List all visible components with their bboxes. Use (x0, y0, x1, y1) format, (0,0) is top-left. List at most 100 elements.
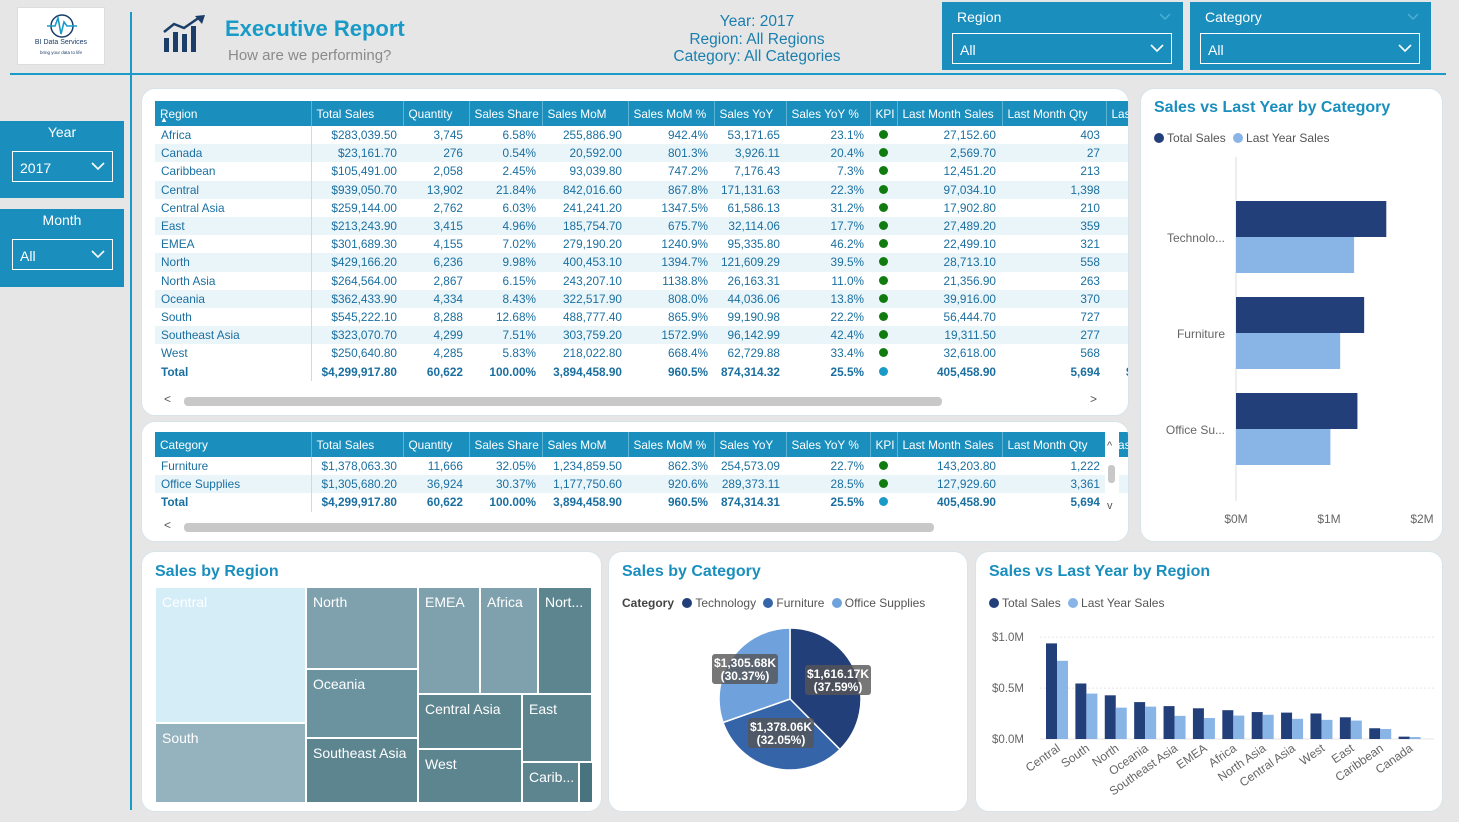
bar-last-year-sales[interactable] (1145, 706, 1157, 739)
column-header[interactable]: Last (1106, 101, 1128, 126)
table-row[interactable]: Southeast Asia $323,070.70 4,299 7.51% 303,7… (155, 326, 1128, 345)
column-header[interactable]: Total Sales (311, 432, 404, 457)
treemap-tile[interactable]: Nort... (538, 587, 592, 694)
bar-last-year-sales[interactable] (1292, 718, 1304, 739)
column-header[interactable]: Total Sales (311, 101, 404, 126)
treemap-tile[interactable]: South (155, 723, 306, 803)
scroll-down-icon[interactable]: v (1107, 500, 1113, 512)
bar-total-sales[interactable] (1222, 710, 1234, 739)
treemap-tile[interactable]: East (522, 694, 592, 762)
region-bar-chart[interactable]: $0.0M$0.5M$1.0MCentralSouthNorthOceaniaS… (976, 614, 1444, 809)
table-row[interactable]: North Asia $264,564.00 2,867 6.15% 243,207.1… (155, 271, 1128, 290)
scroll-left-icon[interactable]: < (164, 518, 172, 532)
table-row[interactable]: Furniture $1,378,063.30 11,666 32.05% 1,234,… (155, 457, 1128, 476)
column-header[interactable]: Category (155, 432, 312, 457)
treemap-tile[interactable]: Africa (480, 587, 538, 694)
treemap-tile[interactable]: EMEA (418, 587, 480, 694)
column-header[interactable]: Sales YoY % (786, 432, 871, 457)
bar-total-sales[interactable] (1339, 717, 1351, 739)
category-pie-chart[interactable]: $1,616.17K(37.59%)$1,378.06K(32.05%)$1,3… (609, 612, 969, 807)
bar-total-sales[interactable] (1192, 708, 1204, 739)
bar-last-year-sales[interactable] (1350, 720, 1362, 739)
column-header[interactable]: Sales YoY % (786, 101, 871, 126)
column-header[interactable]: KPI (870, 101, 898, 126)
scroll-left-icon[interactable]: < (164, 392, 172, 406)
bar-last-year-sales[interactable] (1409, 737, 1421, 739)
bar-last-year-sales[interactable] (1233, 715, 1245, 739)
table-row[interactable]: East $213,243.90 3,415 4.96% 185,754.70 675.7… (155, 216, 1128, 236)
bar-last-year-sales[interactable] (1115, 707, 1127, 739)
table-row[interactable]: Oceania $362,433.90 4,334 8.43% 322,517.90 80… (155, 289, 1128, 308)
horizontal-scrollbar[interactable]: < > (162, 392, 1102, 408)
bar-last-year-sales[interactable] (1203, 718, 1215, 739)
year-dropdown[interactable]: 2017 (12, 151, 113, 182)
column-header[interactable]: Sales MoM (542, 101, 629, 126)
table-row[interactable]: Central Asia $259,144.00 2,762 6.03% 241,241… (155, 198, 1128, 217)
month-dropdown[interactable]: All (12, 239, 113, 270)
treemap-tile[interactable]: North (306, 587, 418, 669)
region-dropdown[interactable]: All (952, 33, 1172, 64)
bar-last-year-sales[interactable] (1086, 693, 1098, 739)
table-row[interactable]: Office Supplies $1,305,680.20 36,924 30.37%… (155, 475, 1128, 494)
table-row[interactable]: EMEA $301,689.30 4,155 7.02% 279,190.20 1240.… (155, 235, 1128, 254)
treemap-tile[interactable]: Central Asia (418, 694, 522, 749)
scroll-up-icon[interactable]: ^ (1107, 440, 1113, 452)
column-header[interactable]: Quantity (403, 432, 470, 457)
category-slicer[interactable]: Category All (1190, 2, 1431, 70)
scrollbar-thumb[interactable] (184, 397, 942, 406)
table-row[interactable]: Central $939,050.70 13,902 21.84% 842,016.60… (155, 180, 1128, 199)
treemap-tile[interactable]: West (418, 749, 522, 803)
total-row[interactable]: Total $4,299,917.80 60,622 100.00% 3,894,458… (155, 362, 1128, 381)
treemap-tile[interactable]: Oceania (306, 669, 418, 738)
bar-total-sales[interactable] (1046, 643, 1057, 739)
bar-last-year-sales[interactable] (1236, 429, 1331, 465)
bar-total-sales[interactable] (1236, 297, 1365, 333)
column-header[interactable]: Sales MoM (542, 432, 629, 457)
bar-last-year-sales[interactable] (1236, 237, 1355, 273)
bar-total-sales[interactable] (1104, 695, 1116, 739)
bar-last-year-sales[interactable] (1380, 729, 1392, 739)
column-header[interactable]: KPI (870, 432, 898, 457)
column-header[interactable]: Sales YoY (714, 432, 787, 457)
bar-total-sales[interactable] (1281, 712, 1293, 739)
chevron-down-icon[interactable] (1407, 13, 1419, 21)
bar-last-year-sales[interactable] (1057, 660, 1068, 739)
column-header[interactable]: Last Month Sales (897, 101, 1003, 126)
table-row[interactable]: South $545,222.10 8,288 12.68% 488,777.40 865… (155, 307, 1128, 327)
region-treemap[interactable]: Central South North Oceania Southeast Asia EM… (155, 587, 593, 803)
bar-total-sales[interactable] (1251, 712, 1263, 739)
treemap-tile[interactable]: Carib... (522, 762, 579, 803)
column-header[interactable]: Sales YoY (714, 101, 787, 126)
bar-last-year-sales[interactable] (1321, 719, 1333, 739)
bar-total-sales[interactable] (1310, 713, 1322, 739)
scroll-right-icon[interactable]: > (1090, 392, 1098, 406)
treemap-tile[interactable]: Southeast Asia (306, 738, 418, 803)
chevron-down-icon[interactable] (1159, 13, 1171, 21)
column-header[interactable]: Last Month Qty (1002, 432, 1107, 457)
table-row[interactable]: West $250,640.80 4,285 5.83% 218,022.80 668.4… (155, 344, 1128, 363)
vertical-scrollbar[interactable]: ^ v (1105, 432, 1119, 522)
column-header[interactable]: Sales Share (469, 101, 543, 126)
month-slicer[interactable]: Month All (0, 209, 124, 287)
treemap-tile[interactable]: Central (155, 587, 306, 723)
table-row[interactable]: Caribbean $105,491.00 2,058 2.45% 93,039.80 7… (155, 162, 1128, 181)
bar-total-sales[interactable] (1369, 728, 1381, 739)
category-dropdown[interactable]: All (1200, 33, 1420, 64)
column-header[interactable]: Sales MoM % (628, 432, 715, 457)
column-header[interactable]: Last Month Sales (897, 432, 1003, 457)
column-header[interactable]: Quantity (403, 101, 470, 126)
column-header[interactable]: Sales MoM % (628, 101, 715, 126)
table-row[interactable]: Canada $23,161.70 276 0.54% 20,592.00 801.3% 3… (155, 144, 1128, 163)
sort-ascending-icon[interactable]: ▲ (160, 115, 168, 124)
bar-last-year-sales[interactable] (1262, 714, 1274, 739)
region-slicer[interactable]: Region All (942, 2, 1183, 70)
year-slicer[interactable]: Year 2017 (0, 121, 124, 198)
column-header[interactable]: Region ▲ (155, 101, 312, 126)
bar-total-sales[interactable] (1236, 393, 1358, 429)
bar-total-sales[interactable] (1075, 683, 1087, 739)
table-row[interactable]: North $429,166.20 6,236 9.98% 400,453.10 1394… (155, 253, 1128, 272)
region-matrix[interactable]: Region ▲ Total Sales Quantity Sales Share Sal… (155, 101, 1128, 381)
horizontal-scrollbar[interactable]: < (162, 518, 1102, 534)
bar-total-sales[interactable] (1163, 706, 1175, 739)
column-header[interactable]: Sales Share (469, 432, 543, 457)
